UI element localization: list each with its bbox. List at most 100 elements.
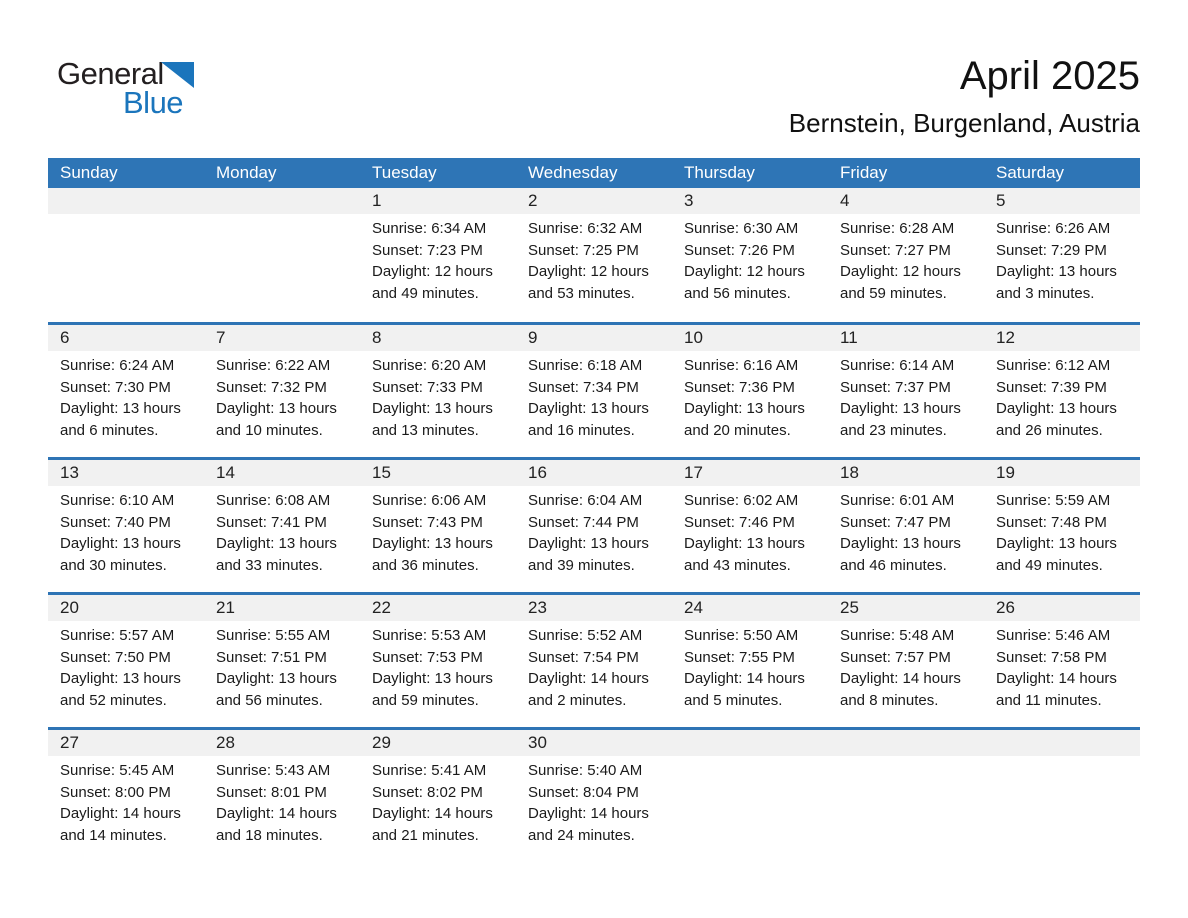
day-cell-12[interactable]: 12 Sunrise: 6:12 AM Sunset: 7:39 PM Dayligh… — [984, 325, 1140, 457]
sunrise-label: Sunrise: — [996, 357, 1052, 374]
sunrise-value: 6:02 AM — [743, 492, 799, 509]
daylight-label: Daylight: — [840, 535, 899, 552]
sunrise-line: Sunrise: 5:45 AM — [60, 760, 194, 782]
sunrise-label: Sunrise: — [684, 627, 740, 644]
day-cell-30[interactable]: 30 Sunrise: 5:40 AM Sunset: 8:04 PM Dayligh… — [516, 730, 672, 862]
daylight-label: Daylight: — [840, 400, 899, 417]
daylight-label: Daylight: — [996, 535, 1055, 552]
sunset-line: Sunset: 7:51 PM — [216, 647, 350, 669]
location-subtitle: Bernstein, Burgenland, Austria — [788, 108, 1140, 138]
sunrise-label: Sunrise: — [840, 492, 896, 509]
daylight-line: Daylight: 12 hours and 49 minutes. — [372, 261, 506, 304]
day-details: Sunrise: 6:01 AM Sunset: 7:47 PM Daylight:… — [828, 486, 984, 576]
daylight-value: 13 hours and 59 minutes. — [372, 670, 493, 709]
sunrise-value: 6:01 AM — [899, 492, 955, 509]
day-cell-20[interactable]: 20 Sunrise: 5:57 AM Sunset: 7:50 PM Dayligh… — [48, 595, 204, 727]
daylight-line: Daylight: 13 hours and 39 minutes. — [528, 533, 662, 576]
month-title: April 2025 — [959, 54, 1140, 98]
daylight-value: 14 hours and 21 minutes. — [372, 805, 493, 844]
general-blue-logo: General Blue — [57, 58, 227, 122]
sunrise-value: 6:26 AM — [1055, 220, 1111, 237]
daylight-value: 13 hours and 36 minutes. — [372, 535, 493, 574]
sunset-value: 7:29 PM — [1051, 241, 1107, 259]
sunset-value: 7:34 PM — [583, 378, 639, 396]
sunset-line: Sunset: 7:30 PM — [60, 377, 194, 399]
daylight-line: Daylight: 13 hours and 10 minutes. — [216, 398, 350, 441]
day-cell-10[interactable]: 10 Sunrise: 6:16 AM Sunset: 7:36 PM Dayligh… — [672, 325, 828, 457]
daylight-line: Daylight: 12 hours and 59 minutes. — [840, 261, 974, 304]
sunrise-line: Sunrise: 5:55 AM — [216, 625, 350, 647]
daylight-label: Daylight: — [840, 670, 899, 687]
sunrise-line: Sunrise: 5:59 AM — [996, 490, 1130, 512]
weeks-container: 1 Sunrise: 6:34 AM Sunset: 7:23 PM Daylight… — [48, 188, 1140, 862]
daylight-value: 13 hours and 10 minutes. — [216, 400, 337, 439]
day-cell-16[interactable]: 16 Sunrise: 6:04 AM Sunset: 7:44 PM Dayligh… — [516, 460, 672, 592]
day-details: Sunrise: 6:12 AM Sunset: 7:39 PM Daylight:… — [984, 351, 1140, 441]
day-cell-6[interactable]: 6 Sunrise: 6:24 AM Sunset: 7:30 PM Daylight… — [48, 325, 204, 457]
sunset-value: 7:23 PM — [427, 241, 483, 259]
day-cell-18[interactable]: 18 Sunrise: 6:01 AM Sunset: 7:47 PM Dayligh… — [828, 460, 984, 592]
day-cell-11[interactable]: 11 Sunrise: 6:14 AM Sunset: 7:37 PM Dayligh… — [828, 325, 984, 457]
day-number: 14 — [204, 460, 360, 486]
day-cell-28[interactable]: 28 Sunrise: 5:43 AM Sunset: 8:01 PM Dayligh… — [204, 730, 360, 862]
day-cell-17[interactable]: 17 Sunrise: 6:02 AM Sunset: 7:46 PM Dayligh… — [672, 460, 828, 592]
sunset-value: 7:44 PM — [583, 513, 639, 531]
day-cell-5[interactable]: 5 Sunrise: 6:26 AM Sunset: 7:29 PM Daylight… — [984, 188, 1140, 322]
day-cell-13[interactable]: 13 Sunrise: 6:10 AM Sunset: 7:40 PM Dayligh… — [48, 460, 204, 592]
sunset-line: Sunset: 7:34 PM — [528, 377, 662, 399]
day-cell-9[interactable]: 9 Sunrise: 6:18 AM Sunset: 7:34 PM Daylight… — [516, 325, 672, 457]
daylight-value: 13 hours and 30 minutes. — [60, 535, 181, 574]
day-number: 19 — [984, 460, 1140, 486]
day-cell-26[interactable]: 26 Sunrise: 5:46 AM Sunset: 7:58 PM Dayligh… — [984, 595, 1140, 727]
day-cell-2[interactable]: 2 Sunrise: 6:32 AM Sunset: 7:25 PM Daylight… — [516, 188, 672, 322]
daylight-value: 13 hours and 3 minutes. — [996, 263, 1117, 302]
sunrise-value: 6:16 AM — [743, 357, 799, 374]
sunset-value: 7:43 PM — [427, 513, 483, 531]
daylight-label: Daylight: — [60, 670, 119, 687]
daylight-label: Daylight: — [216, 805, 275, 822]
daylight-label: Daylight: — [372, 400, 431, 417]
sunrise-line: Sunrise: 6:01 AM — [840, 490, 974, 512]
day-cell-3[interactable]: 3 Sunrise: 6:30 AM Sunset: 7:26 PM Daylight… — [672, 188, 828, 322]
day-cell-24[interactable]: 24 Sunrise: 5:50 AM Sunset: 7:55 PM Dayligh… — [672, 595, 828, 727]
daylight-line: Daylight: 14 hours and 8 minutes. — [840, 668, 974, 711]
daylight-value: 13 hours and 56 minutes. — [216, 670, 337, 709]
day-cell-22[interactable]: 22 Sunrise: 5:53 AM Sunset: 7:53 PM Dayligh… — [360, 595, 516, 727]
day-cell-8[interactable]: 8 Sunrise: 6:20 AM Sunset: 7:33 PM Daylight… — [360, 325, 516, 457]
day-cell-7[interactable]: 7 Sunrise: 6:22 AM Sunset: 7:32 PM Daylight… — [204, 325, 360, 457]
day-cell-1[interactable]: 1 Sunrise: 6:34 AM Sunset: 7:23 PM Daylight… — [360, 188, 516, 322]
daylight-label: Daylight: — [528, 263, 587, 280]
daylight-line: Daylight: 13 hours and 6 minutes. — [60, 398, 194, 441]
sunset-label: Sunset: — [684, 378, 735, 396]
daylight-value: 13 hours and 16 minutes. — [528, 400, 649, 439]
day-details: Sunrise: 5:57 AM Sunset: 7:50 PM Daylight:… — [48, 621, 204, 711]
title-block: April 2025 Bernstein, Burgenland, Austri… — [789, 54, 1140, 139]
sunset-value: 7:47 PM — [895, 513, 951, 531]
week-row: 27 Sunrise: 5:45 AM Sunset: 8:00 PM Dayligh… — [48, 727, 1140, 862]
day-number: 25 — [828, 595, 984, 621]
weekday-header-sunday: Sunday — [60, 163, 118, 182]
sunset-value: 7:57 PM — [895, 648, 951, 666]
day-number: 10 — [672, 325, 828, 351]
daylight-line: Daylight: 13 hours and 59 minutes. — [372, 668, 506, 711]
day-cell-empty — [48, 188, 204, 322]
day-cell-14[interactable]: 14 Sunrise: 6:08 AM Sunset: 7:41 PM Dayligh… — [204, 460, 360, 592]
day-cell-21[interactable]: 21 Sunrise: 5:55 AM Sunset: 7:51 PM Dayligh… — [204, 595, 360, 727]
day-cell-23[interactable]: 23 Sunrise: 5:52 AM Sunset: 7:54 PM Dayligh… — [516, 595, 672, 727]
sunset-label: Sunset: — [840, 378, 891, 396]
day-number: 28 — [204, 730, 360, 756]
day-details: Sunrise: 6:30 AM Sunset: 7:26 PM Daylight:… — [672, 214, 828, 304]
daylight-line: Daylight: 13 hours and 26 minutes. — [996, 398, 1130, 441]
sunrise-line: Sunrise: 6:22 AM — [216, 355, 350, 377]
day-cell-19[interactable]: 19 Sunrise: 5:59 AM Sunset: 7:48 PM Dayligh… — [984, 460, 1140, 592]
day-cell-25[interactable]: 25 Sunrise: 5:48 AM Sunset: 7:57 PM Dayligh… — [828, 595, 984, 727]
sunrise-value: 6:30 AM — [743, 220, 799, 237]
daylight-line: Daylight: 14 hours and 2 minutes. — [528, 668, 662, 711]
day-cell-27[interactable]: 27 Sunrise: 5:45 AM Sunset: 8:00 PM Dayligh… — [48, 730, 204, 862]
day-cell-4[interactable]: 4 Sunrise: 6:28 AM Sunset: 7:27 PM Daylight… — [828, 188, 984, 322]
day-cell-29[interactable]: 29 Sunrise: 5:41 AM Sunset: 8:02 PM Dayligh… — [360, 730, 516, 862]
day-cell-15[interactable]: 15 Sunrise: 6:06 AM Sunset: 7:43 PM Dayligh… — [360, 460, 516, 592]
week-row: 6 Sunrise: 6:24 AM Sunset: 7:30 PM Daylight… — [48, 322, 1140, 457]
sunset-value: 7:26 PM — [739, 241, 795, 259]
